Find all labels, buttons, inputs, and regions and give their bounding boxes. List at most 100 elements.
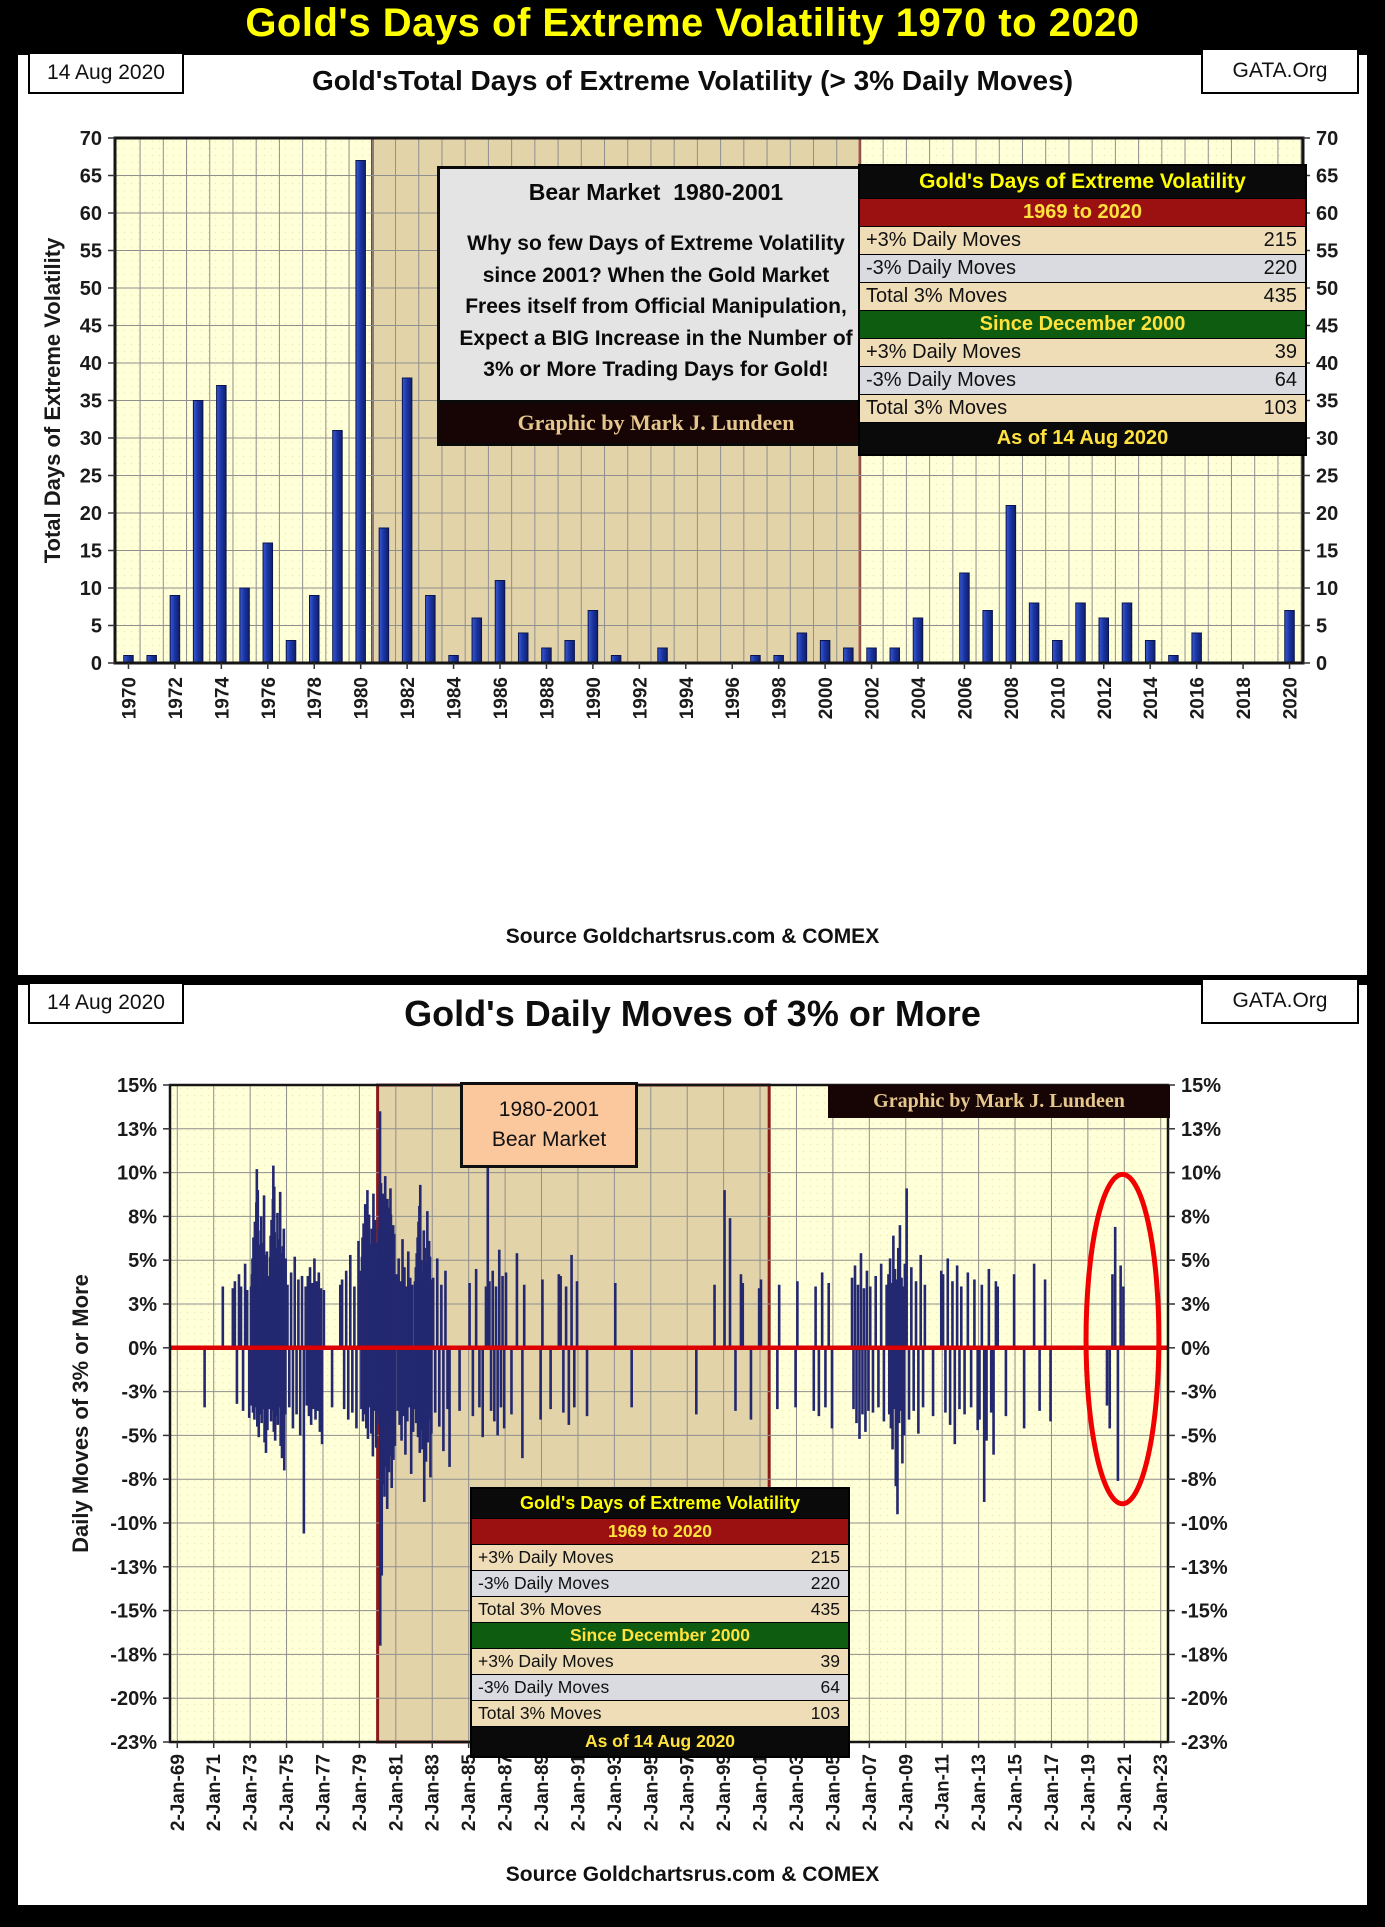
volatility-table-period: Since December 2000 bbox=[472, 1622, 848, 1648]
svg-text:1998: 1998 bbox=[770, 677, 791, 719]
svg-text:3%: 3% bbox=[1181, 1294, 1210, 1316]
bear-market-text: Bear Market bbox=[491, 1128, 607, 1151]
svg-text:1974: 1974 bbox=[212, 677, 233, 720]
svg-text:2-Jan-79: 2-Jan-79 bbox=[350, 1754, 371, 1831]
volatility-table-row: +3% Daily Moves 39 bbox=[860, 338, 1305, 366]
svg-text:2004: 2004 bbox=[909, 677, 930, 720]
bar-1981 bbox=[378, 527, 390, 664]
svg-text:15%: 15% bbox=[117, 1075, 157, 1097]
svg-text:2000: 2000 bbox=[816, 677, 837, 719]
row-value: 64 bbox=[820, 1677, 840, 1697]
row-label: +3% Daily Moves bbox=[478, 1651, 614, 1671]
bar-2012 bbox=[1098, 617, 1110, 664]
axis-labels: 15% 15% 13% 13% 10% 10% 8% 8% 5% 5% 3% 3% 0% 0% -3% -3%… bbox=[110, 1075, 1228, 1831]
volatility-table-footer: As of 14 Aug 2020 bbox=[472, 1726, 848, 1756]
credit-bar: Graphic by Mark J. Lundeen bbox=[828, 1085, 1170, 1118]
volatility-table-period: 1969 to 2020 bbox=[472, 1518, 848, 1544]
row-label: -3% Daily Moves bbox=[866, 257, 1017, 279]
svg-text:-3%: -3% bbox=[121, 1382, 157, 1404]
svg-text:1980: 1980 bbox=[352, 677, 373, 719]
spikes-group bbox=[203, 1111, 1125, 1646]
svg-text:8%: 8% bbox=[128, 1206, 157, 1228]
svg-text:30: 30 bbox=[80, 428, 102, 450]
svg-text:5: 5 bbox=[91, 616, 102, 638]
svg-text:2006: 2006 bbox=[955, 677, 976, 719]
svg-text:2-Jan-83: 2-Jan-83 bbox=[423, 1754, 444, 1831]
svg-text:20: 20 bbox=[80, 503, 102, 525]
svg-text:2002: 2002 bbox=[863, 677, 884, 719]
row-value: 39 bbox=[820, 1651, 840, 1671]
svg-text:1990: 1990 bbox=[584, 677, 605, 719]
volatility-table-row: -3% Daily Moves 64 bbox=[860, 366, 1305, 394]
bar-1999 bbox=[796, 632, 808, 664]
svg-text:2-Jan-09: 2-Jan-09 bbox=[896, 1754, 917, 1831]
svg-text:60: 60 bbox=[80, 203, 102, 225]
row-label: -3% Daily Moves bbox=[478, 1677, 610, 1697]
bar-1978 bbox=[308, 595, 320, 664]
svg-text:-18%: -18% bbox=[1181, 1644, 1228, 1666]
svg-text:40: 40 bbox=[80, 353, 102, 375]
row-label: Total 3% Moves bbox=[866, 285, 1008, 307]
svg-text:2012: 2012 bbox=[1095, 677, 1116, 719]
volatility-table-row: Total 3% Moves 435 bbox=[472, 1596, 848, 1622]
svg-text:2-Jan-75: 2-Jan-75 bbox=[277, 1754, 298, 1832]
bar-2007 bbox=[982, 610, 993, 664]
annotation-title: Bear Market 1980-2001 bbox=[528, 179, 784, 205]
svg-text:13%: 13% bbox=[1181, 1119, 1221, 1141]
svg-text:-15%: -15% bbox=[1181, 1601, 1228, 1623]
svg-text:20: 20 bbox=[1316, 503, 1338, 525]
highlight-ellipse bbox=[1083, 1171, 1162, 1507]
chart-title: Gold'sTotal Days of Extreme Volatility (… bbox=[311, 65, 1074, 96]
svg-text:2-Jan-69: 2-Jan-69 bbox=[168, 1754, 189, 1831]
row-label: Total 3% Moves bbox=[478, 1599, 602, 1619]
annotation-body: Why so few Days of Extreme Volatility si… bbox=[459, 232, 853, 381]
volatility-table-footer: As of 14 Aug 2020 bbox=[860, 422, 1305, 454]
svg-text:-5%: -5% bbox=[121, 1425, 157, 1447]
bar-1989 bbox=[564, 640, 575, 664]
row-value: 220 bbox=[1263, 257, 1297, 279]
bar-1973 bbox=[192, 400, 204, 664]
bars-group bbox=[123, 160, 1295, 664]
svg-text:2-Jan-95: 2-Jan-95 bbox=[641, 1754, 662, 1832]
svg-text:-18%: -18% bbox=[110, 1644, 157, 1666]
row-value: 103 bbox=[1263, 397, 1297, 419]
volatility-table-title: Gold's Days of Extreme Volatility bbox=[860, 166, 1305, 198]
date-box: 14 Aug 2020 bbox=[28, 982, 184, 1024]
row-label: +3% Daily Moves bbox=[866, 341, 1022, 363]
svg-text:-3%: -3% bbox=[1181, 1382, 1217, 1404]
row-value: 103 bbox=[810, 1703, 840, 1723]
bar-2004 bbox=[912, 617, 924, 664]
svg-text:50: 50 bbox=[1316, 278, 1338, 300]
svg-text:2-Jan-01: 2-Jan-01 bbox=[751, 1754, 772, 1832]
volatility-table-row: Total 3% Moves 103 bbox=[860, 394, 1305, 422]
svg-text:-13%: -13% bbox=[1181, 1557, 1228, 1579]
bar-1977 bbox=[285, 640, 297, 664]
svg-text:10%: 10% bbox=[1181, 1163, 1221, 1185]
row-label: Total 3% Moves bbox=[866, 397, 1008, 419]
svg-text:2-Jan-19: 2-Jan-19 bbox=[1078, 1754, 1099, 1831]
svg-text:1986: 1986 bbox=[491, 677, 512, 719]
bar-1988 bbox=[541, 647, 552, 664]
svg-text:70: 70 bbox=[1316, 128, 1338, 150]
bar-2000 bbox=[819, 640, 831, 664]
svg-text:1988: 1988 bbox=[537, 677, 558, 719]
svg-text:2-Jan-17: 2-Jan-17 bbox=[1042, 1754, 1063, 1831]
bar-2014 bbox=[1144, 640, 1156, 664]
svg-text:10%: 10% bbox=[117, 1163, 157, 1185]
date-box: 14 Aug 2020 bbox=[28, 52, 184, 94]
bar-2020 bbox=[1284, 610, 1295, 664]
volatility-table-period: 1969 to 2020 bbox=[860, 198, 1305, 226]
svg-text:2-Jan-23: 2-Jan-23 bbox=[1151, 1754, 1172, 1831]
row-value: 39 bbox=[1274, 341, 1297, 363]
svg-text:1996: 1996 bbox=[723, 677, 744, 719]
svg-text:40: 40 bbox=[1316, 353, 1338, 375]
bear-market-annotation: Bear Market 1980-2001 Why so few Days of… bbox=[437, 166, 875, 446]
svg-text:45: 45 bbox=[1316, 316, 1338, 338]
svg-text:10: 10 bbox=[1316, 578, 1338, 600]
svg-text:-23%: -23% bbox=[110, 1732, 157, 1754]
bar-1987 bbox=[517, 632, 529, 664]
svg-text:-20%: -20% bbox=[110, 1688, 157, 1710]
svg-text:1982: 1982 bbox=[398, 677, 419, 719]
svg-text:1992: 1992 bbox=[630, 677, 651, 719]
bar-1979 bbox=[332, 430, 343, 664]
